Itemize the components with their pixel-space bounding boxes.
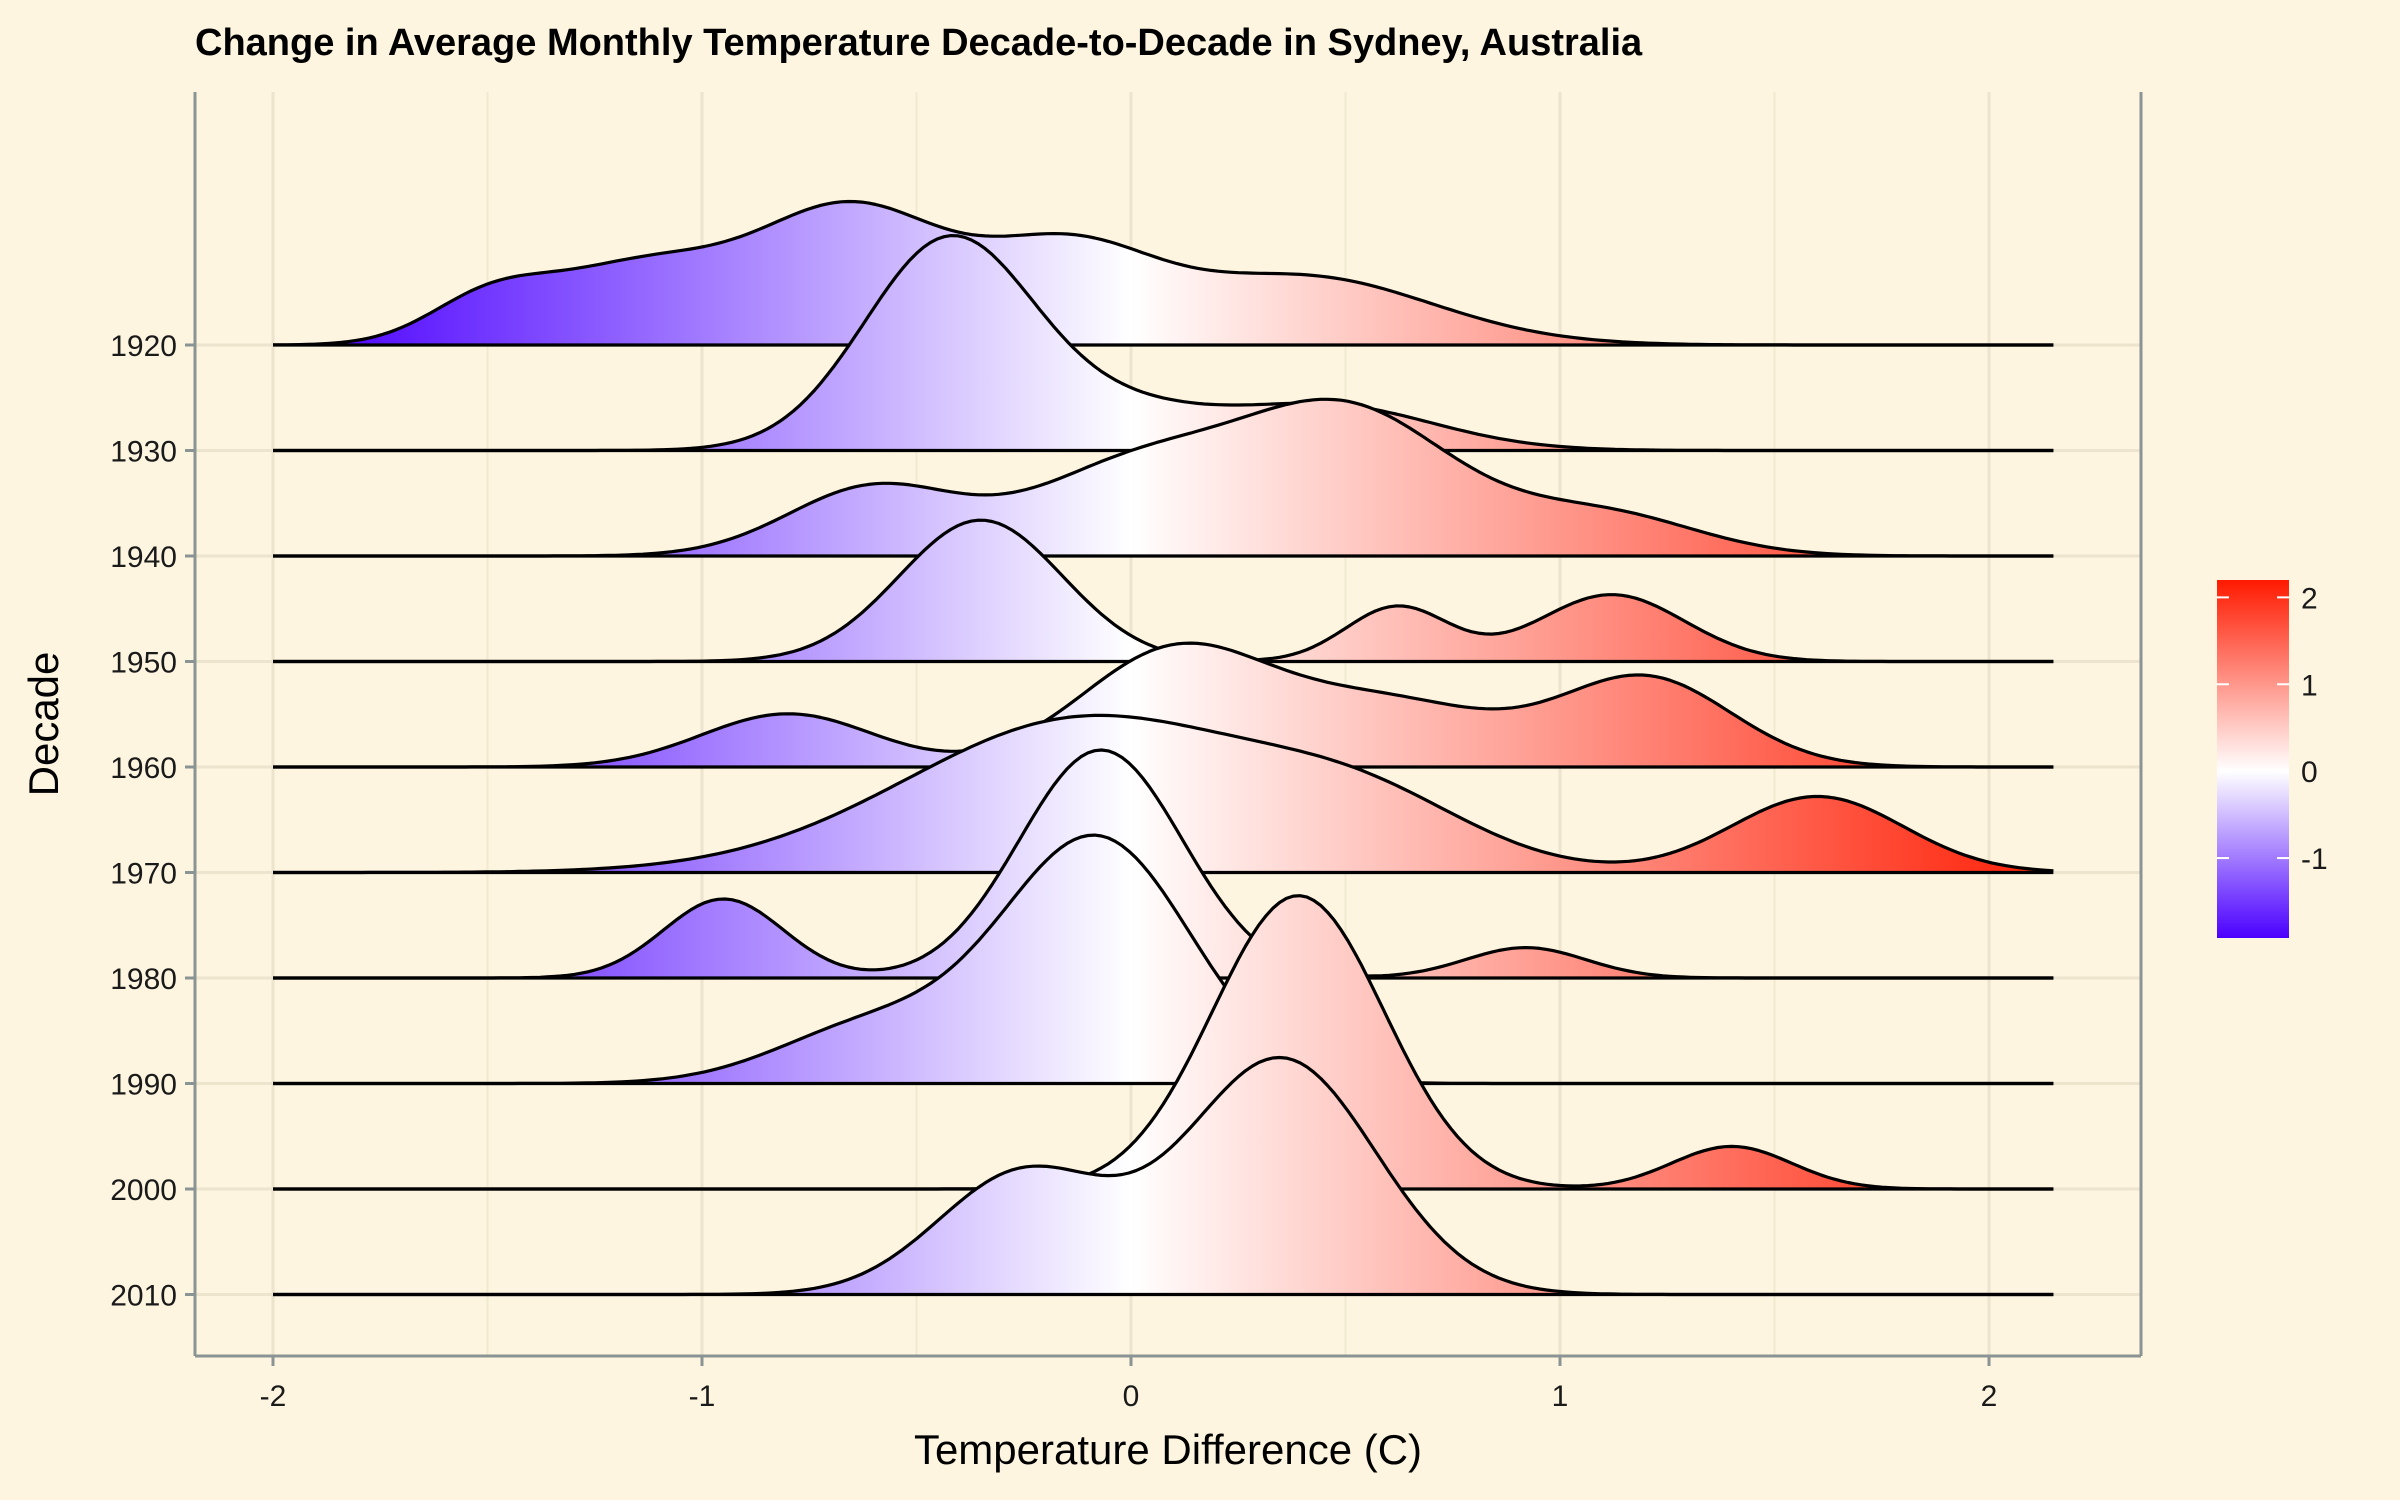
ridge-outline xyxy=(273,833,2054,1086)
ridge-fill xyxy=(273,201,2054,345)
ridge-outline xyxy=(272,199,2054,347)
ridge-outline xyxy=(273,713,2054,875)
legend-tick-label: 2 xyxy=(2301,582,2318,615)
y-axis-title: Decade xyxy=(20,652,67,797)
legend-colorbar xyxy=(2217,580,2289,938)
y-tick-label: 1960 xyxy=(110,752,177,785)
y-tick-label: 1930 xyxy=(110,436,177,469)
ridge-fill xyxy=(273,235,2054,451)
ridge-outline xyxy=(273,894,2054,1191)
ridge-outline xyxy=(273,748,2054,980)
x-tick-label: 2 xyxy=(1981,1380,1998,1413)
y-tick-label: 1980 xyxy=(110,963,177,996)
ridge-fill xyxy=(273,835,2054,1084)
ridge-fill xyxy=(273,520,2054,662)
ridge-1960 xyxy=(273,641,2054,769)
ridge-1990 xyxy=(273,833,2054,1086)
legend-tick-label: 0 xyxy=(2301,756,2318,789)
chart-title: Change in Average Monthly Temperature De… xyxy=(195,22,1643,64)
x-tick-label: 0 xyxy=(1123,1380,1140,1413)
ridge-fill xyxy=(273,715,2054,873)
ridge-2010 xyxy=(273,1055,2054,1297)
ridges xyxy=(272,199,2054,1297)
y-tick-label: 1950 xyxy=(110,647,177,680)
y-tick-label: 2000 xyxy=(110,1174,177,1207)
y-tick-label: 1970 xyxy=(110,858,177,891)
ridge-fill xyxy=(273,399,2054,556)
legend-tick-label: 1 xyxy=(2301,669,2318,702)
ridge-fill xyxy=(273,643,2054,767)
x-tick-label: -1 xyxy=(689,1380,716,1413)
color-legend: -1 0 1 2 xyxy=(2217,580,2328,938)
x-tick-label: -2 xyxy=(260,1380,287,1413)
y-tick-label: 1920 xyxy=(110,330,177,363)
axes xyxy=(193,92,2143,1358)
x-axis-title: Temperature Difference (C) xyxy=(914,1426,1422,1473)
ridge-outline xyxy=(273,234,2054,453)
x-tick-label: 1 xyxy=(1552,1380,1569,1413)
y-tick-label: 1940 xyxy=(110,541,177,574)
y-tick-label: 2010 xyxy=(110,1280,177,1313)
ridge-outline xyxy=(273,1055,2054,1297)
y-ticks: 1920 1930 1940 1950 1960 1970 1980 1990 2000 2010 xyxy=(110,330,195,1313)
ridge-outline xyxy=(273,397,2054,558)
ridge-outline xyxy=(273,641,2054,769)
legend-tick-label: -1 xyxy=(2301,843,2328,876)
y-tick-label: 1990 xyxy=(110,1069,177,1102)
ridge-fill xyxy=(273,895,2054,1189)
ridge-1940 xyxy=(273,397,2054,558)
ridge-fill xyxy=(273,1057,2054,1295)
ridge-fill xyxy=(273,750,2054,978)
x-ticks: -2 -1 0 1 2 xyxy=(260,1356,1998,1413)
